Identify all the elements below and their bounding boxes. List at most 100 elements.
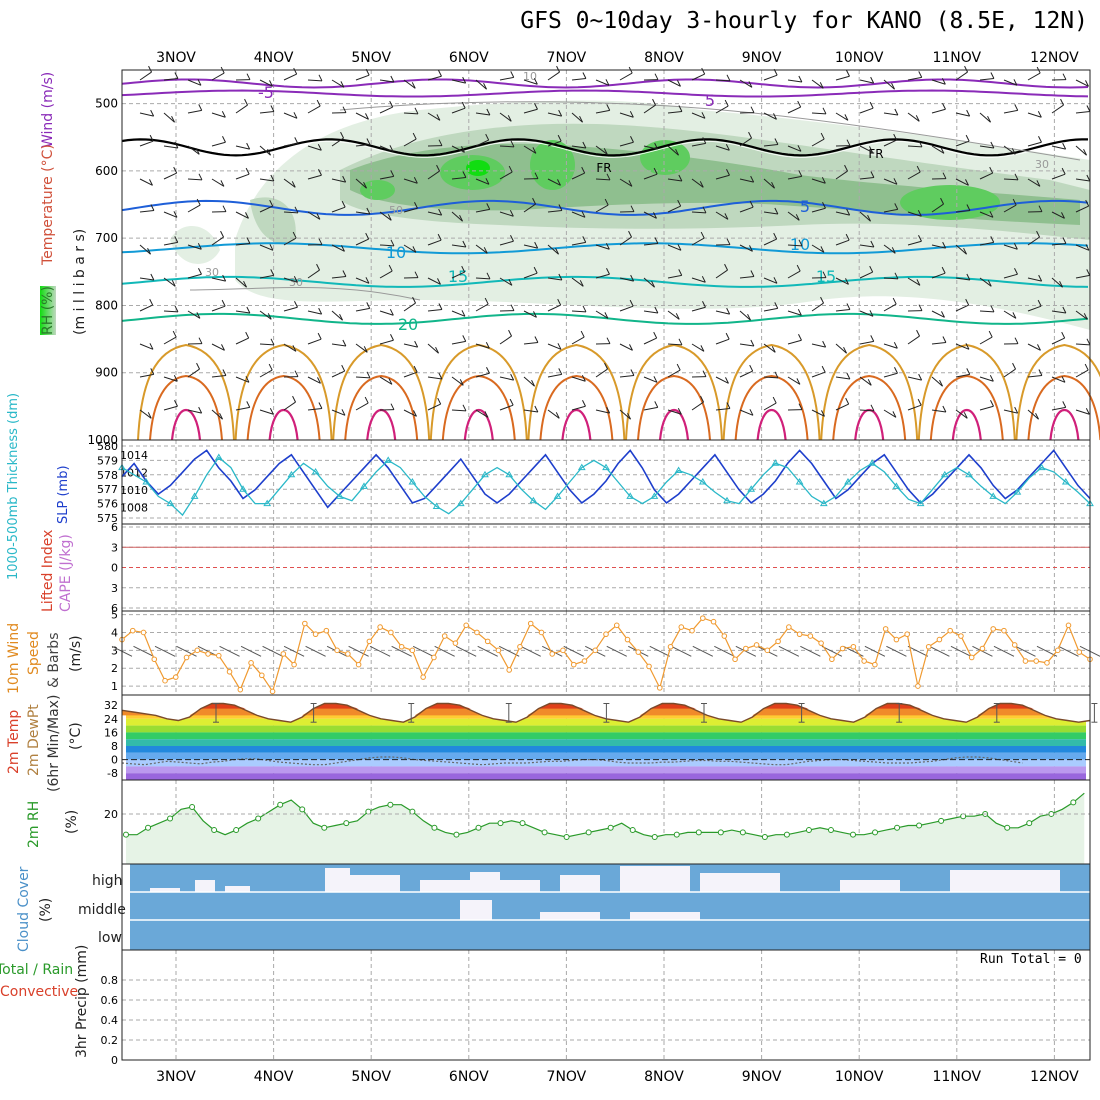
wind-barb (726, 238, 731, 245)
wind-barb (414, 271, 419, 278)
wind-barb (990, 400, 994, 407)
wind-barb (355, 178, 367, 189)
wind-barb (1014, 104, 1019, 111)
wind-barb (246, 237, 251, 244)
wind-barb (630, 205, 635, 212)
wind-barb (379, 310, 394, 316)
wind-barb (931, 310, 945, 318)
wind-barb (671, 645, 692, 657)
wind-speed-point (893, 636, 900, 643)
wind-barb (939, 379, 943, 387)
wind-barb (534, 336, 539, 343)
wind-barb (643, 337, 657, 345)
wind-barb (294, 301, 298, 308)
wind-barb (1013, 79, 1018, 86)
wind-barb (715, 174, 730, 180)
wind-speed-point (377, 624, 383, 630)
wind-barb (413, 365, 418, 373)
wind-barb (451, 211, 463, 222)
wind-speed-point (678, 624, 685, 630)
wind-barb (643, 406, 658, 411)
wind-barb (966, 368, 971, 375)
wind-speed-point (570, 661, 577, 668)
wind-barb (196, 312, 201, 319)
wind-barb (558, 204, 563, 211)
wind-barb (557, 298, 562, 306)
wind-barb (619, 277, 634, 282)
wind-barb (1051, 211, 1065, 219)
thickness-point (432, 502, 441, 509)
wind-barb (667, 310, 680, 320)
thickness-point (577, 463, 586, 471)
temp-color-band (126, 752, 1086, 760)
temp-tick-label: -8 (107, 767, 118, 780)
date-label-top: 4NOV (254, 50, 294, 66)
cloud-gap (700, 873, 780, 892)
wind-barb (558, 109, 563, 117)
wind-barb (547, 343, 562, 350)
wind-barb (800, 645, 821, 657)
wind-barb (307, 338, 322, 345)
wind-barb (835, 211, 850, 216)
wind-barb (700, 395, 705, 403)
wind-barb (941, 311, 945, 318)
wind-barb (846, 139, 851, 146)
wind-barb (819, 82, 824, 89)
wind-barb (211, 72, 225, 81)
wind-barb (139, 343, 154, 350)
contour-label: 10 (386, 243, 406, 262)
wind-barb (859, 177, 874, 180)
wind-barb (931, 145, 945, 154)
wind-barb (571, 172, 585, 180)
wind-barb (883, 79, 895, 90)
wind-barb (1014, 337, 1019, 344)
wind-barb (331, 244, 345, 252)
wind-speed-point (194, 647, 201, 654)
contour-label: 10 (790, 235, 810, 254)
wind-barb (412, 246, 417, 253)
wind-speed-point (291, 661, 297, 668)
precip-tick-label: 0 (111, 1054, 118, 1067)
wind-barb (174, 72, 179, 79)
wind-barb (414, 202, 418, 209)
wind-barb (1075, 205, 1089, 213)
wind-speed-tick-label: 3 (111, 644, 118, 657)
wind-barb (1038, 136, 1042, 143)
wind-speed-point (226, 668, 233, 675)
wind-barb (725, 377, 729, 384)
wind-barb (787, 376, 801, 385)
wind-barb (651, 280, 655, 288)
wind-barb (1075, 310, 1088, 320)
wind-barb (1062, 142, 1067, 150)
wind-barb (654, 306, 659, 314)
wind-barb (462, 76, 467, 84)
wind-barb (1027, 375, 1042, 378)
wind-barb (629, 299, 634, 307)
contour-label: 50 (389, 204, 403, 217)
rh-tick-label: 20 (104, 808, 118, 821)
wind-barb (391, 645, 412, 657)
wind-barb (262, 645, 283, 657)
wind-barb (483, 247, 488, 254)
thickness-point (747, 485, 756, 492)
wind-barb (988, 330, 993, 338)
wind-barb (966, 109, 971, 117)
thickness-point (214, 453, 223, 461)
dewpt-2m-label: 2m DewPt (26, 704, 42, 776)
wind-speed-point (904, 631, 910, 638)
wind-barb (1075, 369, 1089, 378)
wind-barb (563, 645, 584, 657)
date-label-bottom: 11NOV (932, 1069, 981, 1085)
date-label-top: 10NOV (835, 50, 884, 66)
wind-barb (750, 106, 755, 113)
date-label-top: 5NOV (351, 50, 391, 66)
wind-barb (389, 100, 394, 108)
wind-barb (485, 341, 490, 349)
wind-barb (316, 213, 321, 220)
wind-barb (990, 236, 995, 243)
wind-barb (390, 239, 395, 247)
wind-barb (462, 404, 467, 412)
wind-barb (739, 370, 753, 378)
wind-speed-point (172, 674, 179, 680)
wind-barb (462, 335, 467, 342)
